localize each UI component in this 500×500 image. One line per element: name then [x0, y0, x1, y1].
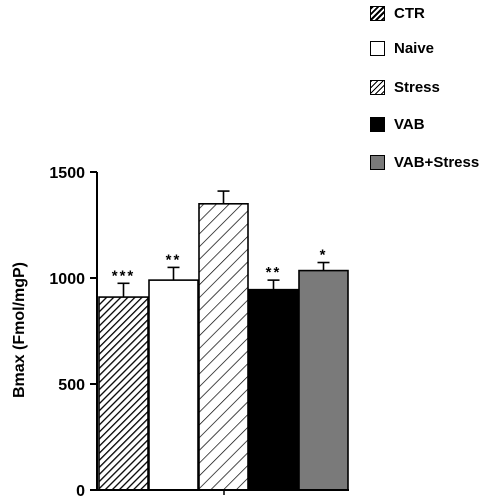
- error-bar-vab: [267, 279, 280, 290]
- significance-label-vab-stress: *: [320, 247, 328, 264]
- bar-naive: [148, 279, 199, 491]
- y-tick-label-0: 0: [76, 483, 85, 500]
- legend-item-vab-stress: VAB+Stress: [370, 153, 479, 171]
- legend-label-naive: Naive: [394, 39, 435, 57]
- bar-stress: [198, 203, 249, 491]
- legend-label-ctr: CTR: [394, 4, 425, 22]
- legend-swatch-ctr: [370, 5, 385, 21]
- legend-item-vab: VAB: [370, 115, 425, 133]
- error-bar-naive: [167, 266, 180, 281]
- legend-label-stress: Stress: [394, 78, 440, 96]
- legend-label-vab-stress: VAB+Stress: [394, 153, 480, 171]
- significance-label-ctr: ***: [112, 267, 136, 284]
- y-tick-label-500: 500: [58, 377, 85, 394]
- y-tick-label-1000: 1000: [49, 271, 85, 288]
- bar-ctr: [98, 296, 149, 491]
- error-bar-ctr: [117, 282, 130, 298]
- error-bar-stress: [217, 190, 230, 204]
- axes-group: 0 500 1000 1500: [49, 165, 349, 500]
- bar-vab: [248, 288, 299, 491]
- legend-swatch-vab-stress: [370, 154, 385, 170]
- y-axis-label: Bmax (Fmol/mgP): [11, 262, 28, 398]
- legend-item-stress: Stress: [370, 78, 440, 96]
- y-tick-label-1500: 1500: [49, 165, 85, 182]
- legend-swatch-stress: [370, 79, 385, 95]
- significance-label-vab: **: [266, 264, 282, 281]
- legend: CTR Naive Stress VAB VAB+Stress: [370, 0, 500, 185]
- error-bar-vab-stress: [317, 261, 330, 271]
- significance-label-naive: **: [166, 251, 182, 268]
- bars-group: [98, 203, 349, 491]
- bar-vab-stress: [298, 269, 349, 491]
- significance-labels-group: ********: [112, 247, 328, 285]
- legend-swatch-vab: [370, 116, 385, 132]
- error-bars-group: [117, 190, 330, 298]
- legend-swatch-naive: [370, 40, 385, 56]
- legend-item-naive: Naive: [370, 39, 434, 57]
- legend-item-ctr: CTR: [370, 4, 425, 22]
- legend-label-vab: VAB: [394, 115, 425, 133]
